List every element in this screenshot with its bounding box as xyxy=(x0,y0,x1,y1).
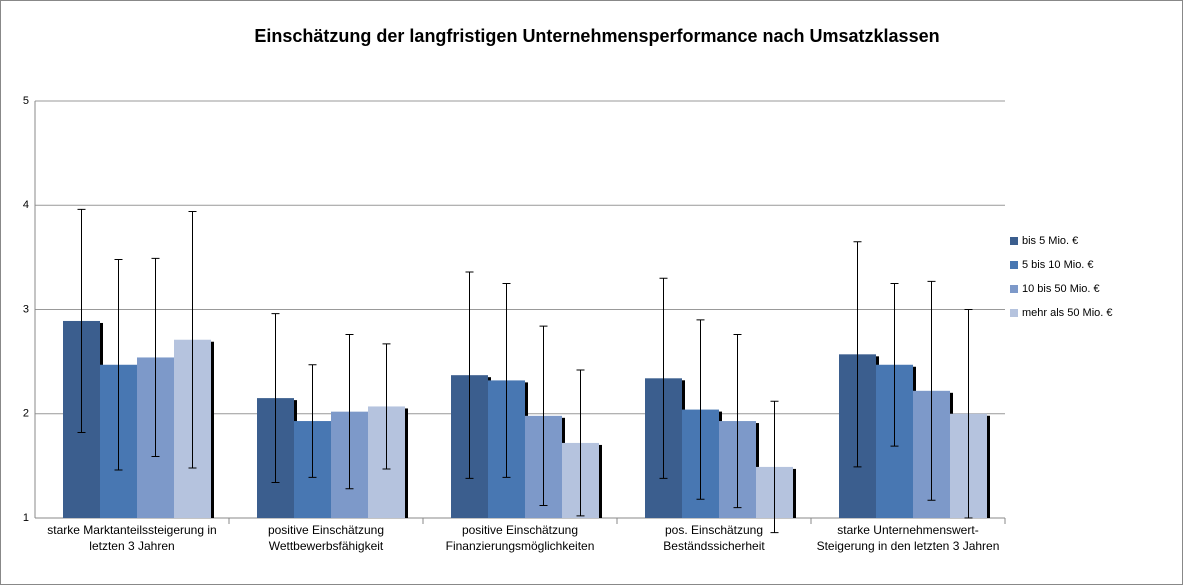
x-tick-label: starke Marktanteilssteigerung in letzten… xyxy=(47,523,217,553)
x-tick-label: positive Einschätzung Wettbewerbsfähigke… xyxy=(267,523,385,553)
error-bar xyxy=(576,369,585,517)
y-tick-label: 5 xyxy=(23,95,29,107)
error-bar xyxy=(151,257,160,457)
error-bar xyxy=(890,282,899,447)
legend-label: 10 bis 50 Mio. € xyxy=(1022,283,1100,295)
legend-swatch xyxy=(1010,309,1018,317)
error-bar xyxy=(345,334,354,490)
legend-swatch xyxy=(1010,237,1018,245)
error-bar xyxy=(733,334,742,509)
error-bar xyxy=(465,271,474,479)
legend-label: bis 5 Mio. € xyxy=(1022,235,1078,247)
y-tick-label: 3 xyxy=(23,303,29,315)
x-tick-label: positive Einschätzung Finanzierungsmögli… xyxy=(445,523,595,553)
error-bar xyxy=(271,313,280,484)
error-bar xyxy=(114,258,123,471)
y-tick-label: 2 xyxy=(23,408,29,420)
error-bar xyxy=(382,343,391,470)
y-tick-label: 4 xyxy=(23,199,29,211)
legend-swatch xyxy=(1010,285,1018,293)
error-bar xyxy=(696,319,705,500)
y-tick-label: 1 xyxy=(23,512,29,524)
error-bar xyxy=(770,400,779,534)
x-tick-label: starke Unternehmenswert-Steigerung in de… xyxy=(816,523,1000,553)
error-bar xyxy=(308,364,317,478)
error-bar xyxy=(659,277,668,479)
error-bar xyxy=(927,280,936,501)
error-bar xyxy=(853,241,862,468)
x-tick-label: pos. Einschätzung Beständssicherheit xyxy=(663,523,765,553)
error-bar xyxy=(188,211,197,469)
error-bar xyxy=(77,208,86,434)
error-bar xyxy=(964,309,973,519)
legend-label: mehr als 50 Mio. € xyxy=(1022,307,1112,319)
error-bar xyxy=(502,282,511,478)
chart-title: Einschätzung der langfristigen Unternehm… xyxy=(254,26,939,46)
error-bar xyxy=(539,325,548,506)
legend-swatch xyxy=(1010,261,1018,269)
legend-label: 5 bis 10 Mio. € xyxy=(1022,259,1094,271)
